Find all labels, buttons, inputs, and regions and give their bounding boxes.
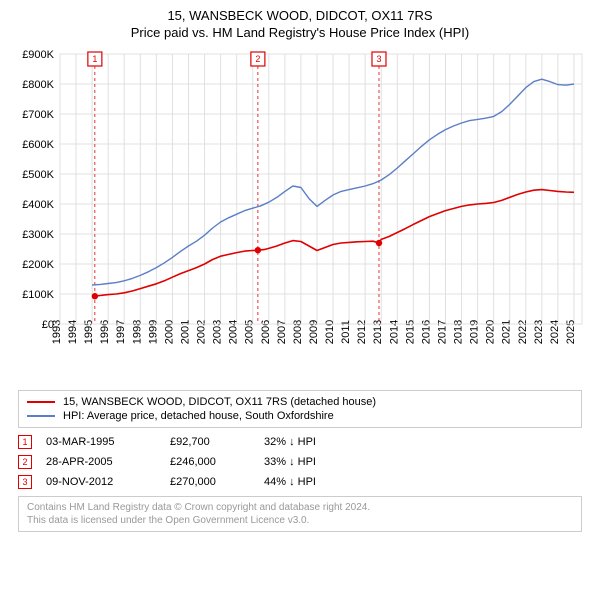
svg-text:1993: 1993	[51, 320, 63, 344]
title-subtitle: Price paid vs. HM Land Registry's House …	[10, 25, 590, 40]
chart-area: £0£100K£200K£300K£400K£500K£600K£700K£80…	[10, 44, 590, 384]
svg-text:1995: 1995	[83, 320, 95, 344]
legend-swatch-property	[27, 401, 55, 403]
sales-date-3: 09-NOV-2012	[46, 476, 156, 488]
svg-text:2016: 2016	[420, 320, 432, 344]
svg-text:2018: 2018	[453, 320, 465, 344]
svg-text:1994: 1994	[67, 320, 79, 344]
svg-text:1996: 1996	[99, 320, 111, 344]
sales-delta-2: 33% ↓ HPI	[264, 456, 354, 468]
legend-swatch-hpi	[27, 415, 55, 417]
svg-text:2022: 2022	[517, 320, 529, 344]
footer-attribution: Contains HM Land Registry data © Crown c…	[18, 496, 582, 532]
legend-item-hpi: HPI: Average price, detached house, Sout…	[27, 409, 573, 423]
svg-text:£600K: £600K	[22, 139, 54, 151]
footer-line1: Contains HM Land Registry data © Crown c…	[27, 501, 573, 514]
svg-text:£100K: £100K	[22, 289, 54, 301]
svg-text:2021: 2021	[501, 320, 513, 344]
sales-marker-1: 1	[18, 435, 32, 449]
svg-text:2006: 2006	[260, 320, 272, 344]
svg-text:£300K: £300K	[22, 229, 54, 241]
svg-text:2007: 2007	[276, 320, 288, 344]
svg-text:2020: 2020	[485, 320, 497, 344]
sales-price-1: £92,700	[170, 436, 250, 448]
svg-text:2010: 2010	[324, 320, 336, 344]
svg-text:2009: 2009	[308, 320, 320, 344]
legend-label-hpi: HPI: Average price, detached house, Sout…	[63, 410, 334, 422]
svg-text:2014: 2014	[388, 320, 400, 344]
svg-text:£200K: £200K	[22, 259, 54, 271]
svg-text:1998: 1998	[131, 320, 143, 344]
sales-table: 1 03-MAR-1995 £92,700 32% ↓ HPI 2 28-APR…	[18, 432, 582, 492]
svg-text:2000: 2000	[163, 320, 175, 344]
svg-text:£500K: £500K	[22, 169, 54, 181]
sales-row-3: 3 09-NOV-2012 £270,000 44% ↓ HPI	[18, 472, 582, 492]
sales-marker-2: 2	[18, 455, 32, 469]
svg-text:2005: 2005	[244, 320, 256, 344]
svg-text:2008: 2008	[292, 320, 304, 344]
svg-text:2015: 2015	[404, 320, 416, 344]
svg-text:2012: 2012	[356, 320, 368, 344]
svg-text:3: 3	[376, 54, 381, 64]
legend-label-property: 15, WANSBECK WOOD, DIDCOT, OX11 7RS (det…	[63, 396, 376, 408]
title-address: 15, WANSBECK WOOD, DIDCOT, OX11 7RS	[10, 8, 590, 23]
svg-text:1: 1	[92, 54, 97, 64]
legend: 15, WANSBECK WOOD, DIDCOT, OX11 7RS (det…	[18, 390, 582, 428]
svg-text:2: 2	[255, 54, 260, 64]
sales-date-2: 28-APR-2005	[46, 456, 156, 468]
svg-text:1997: 1997	[115, 320, 127, 344]
chart-svg: £0£100K£200K£300K£400K£500K£600K£700K£80…	[10, 44, 590, 384]
svg-text:2013: 2013	[372, 320, 384, 344]
svg-text:2003: 2003	[212, 320, 224, 344]
sales-price-2: £246,000	[170, 456, 250, 468]
sales-price-3: £270,000	[170, 476, 250, 488]
svg-text:2017: 2017	[436, 320, 448, 344]
svg-text:2024: 2024	[549, 320, 561, 344]
sales-delta-3: 44% ↓ HPI	[264, 476, 354, 488]
svg-text:2023: 2023	[533, 320, 545, 344]
svg-text:2019: 2019	[469, 320, 481, 344]
sales-delta-1: 32% ↓ HPI	[264, 436, 354, 448]
svg-text:£700K: £700K	[22, 109, 54, 121]
sales-date-1: 03-MAR-1995	[46, 436, 156, 448]
svg-text:1999: 1999	[147, 320, 159, 344]
svg-text:£400K: £400K	[22, 199, 54, 211]
chart-container: 15, WANSBECK WOOD, DIDCOT, OX11 7RS Pric…	[0, 0, 600, 538]
title-block: 15, WANSBECK WOOD, DIDCOT, OX11 7RS Pric…	[10, 8, 590, 40]
legend-item-property: 15, WANSBECK WOOD, DIDCOT, OX11 7RS (det…	[27, 395, 573, 409]
sales-row-1: 1 03-MAR-1995 £92,700 32% ↓ HPI	[18, 432, 582, 452]
sales-marker-3: 3	[18, 475, 32, 489]
svg-text:£800K: £800K	[22, 79, 54, 91]
svg-text:£900K: £900K	[22, 49, 54, 61]
svg-text:2025: 2025	[565, 320, 577, 344]
svg-text:2002: 2002	[196, 320, 208, 344]
sales-row-2: 2 28-APR-2005 £246,000 33% ↓ HPI	[18, 452, 582, 472]
svg-text:2004: 2004	[228, 320, 240, 344]
svg-text:2001: 2001	[179, 320, 191, 344]
footer-line2: This data is licensed under the Open Gov…	[27, 514, 573, 527]
